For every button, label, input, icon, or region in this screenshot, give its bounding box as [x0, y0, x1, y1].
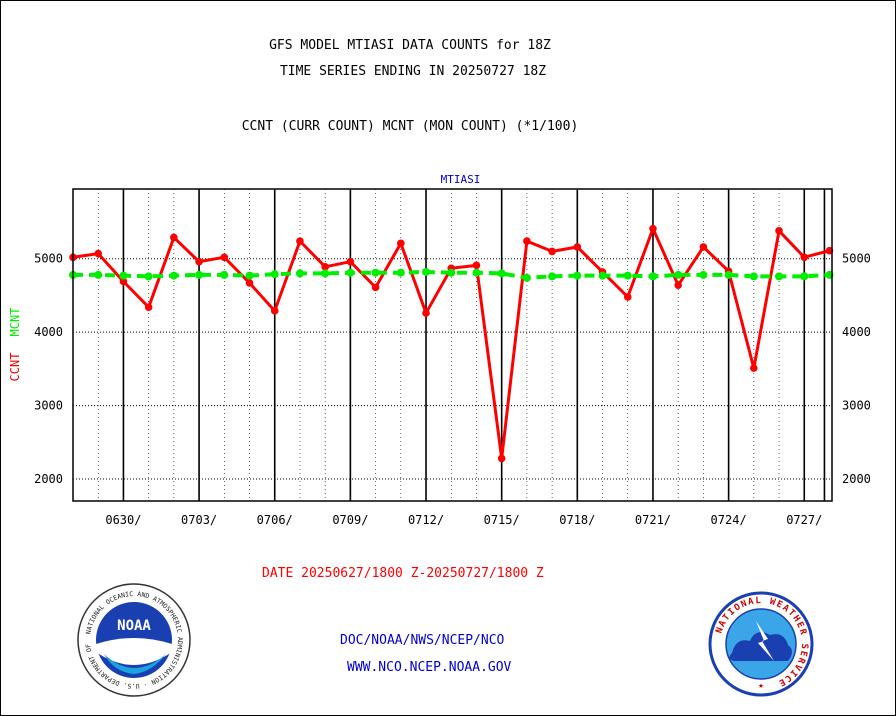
chart-svg: MTIASI CCNT MCNT 2000 2000 3000 3000 4000 400… [8, 173, 871, 527]
data-point-ccnt [397, 239, 405, 248]
data-point-ccnt [775, 227, 783, 235]
data-point-mcnt [800, 272, 809, 281]
data-point-mcnt [295, 269, 304, 278]
x-tick-label: 0706/ [257, 513, 293, 527]
data-point-mcnt [396, 268, 405, 277]
data-point-ccnt [523, 237, 531, 245]
y-tick-label-left: 4000 [34, 325, 63, 339]
data-point-mcnt [321, 269, 330, 278]
series-line-ccnt [72, 227, 830, 460]
data-point-ccnt [422, 309, 430, 317]
data-point-ccnt [94, 249, 103, 258]
data-point-mcnt [270, 270, 279, 279]
x-tick-label: 0724/ [711, 513, 747, 527]
x-tick-label: 0718/ [559, 513, 595, 527]
data-point-mcnt [144, 272, 153, 281]
nws-star-icon: ★ [758, 681, 764, 691]
noaa-logo-text: NOAA [117, 618, 151, 634]
data-point-mcnt [371, 268, 380, 277]
y-tick-label-right: 5000 [842, 252, 871, 266]
data-point-ccnt [346, 257, 355, 266]
chart-title-line-1: GFS MODEL MTIASI DATA COUNTS for 18Z [269, 38, 551, 53]
data-point-mcnt [598, 271, 607, 280]
data-point-ccnt [649, 224, 657, 233]
x-tick-label: 0727/ [786, 513, 822, 527]
x-tick-label: 0715/ [484, 513, 520, 527]
data-point-ccnt [144, 303, 153, 311]
y-axis-label-ccnt: CCNT [8, 353, 22, 382]
data-point-mcnt [699, 270, 708, 279]
data-point-ccnt [699, 243, 708, 251]
data-point-mcnt [245, 271, 254, 280]
date-range-label: DATE 20250627/1800 Z-20250727/1800 Z [262, 566, 544, 581]
data-point-ccnt [573, 243, 582, 251]
data-point-ccnt [472, 261, 481, 270]
data-point-mcnt [573, 271, 582, 280]
tick-layer: 2000 2000 3000 3000 4000 4000 5000 5000 0630/070… [34, 252, 871, 527]
data-point-mcnt [447, 268, 456, 277]
data-point-ccnt [195, 257, 203, 266]
data-point-mcnt [346, 268, 355, 277]
org-line-2: WWW.NCO.NCEP.NOAA.GOV [347, 660, 512, 675]
y-axis-label-mcnt: MCNT [8, 308, 22, 337]
data-point-ccnt [371, 283, 380, 292]
data-point-ccnt [270, 307, 279, 315]
data-point-ccnt [296, 237, 304, 245]
x-tick-label: 0703/ [181, 513, 217, 527]
data-point-ccnt [674, 281, 682, 289]
nws-logo: NATIONAL WEATHER SERVICE ★ [708, 591, 814, 697]
data-point-mcnt [195, 270, 204, 279]
data-point-ccnt [548, 247, 556, 256]
data-point-mcnt [648, 272, 657, 281]
x-tick-label: 0630/ [105, 513, 141, 527]
data-point-mcnt [674, 270, 683, 279]
y-tick-label-right: 3000 [842, 399, 871, 413]
data-point-mcnt [724, 270, 733, 279]
grid-layer [73, 189, 832, 501]
data-point-mcnt [749, 272, 758, 281]
data-point-ccnt [321, 263, 329, 271]
data-point-mcnt [623, 271, 632, 280]
chart-subtitle: CCNT (CURR COUNT) MCNT (MON COUNT) (*1/1… [241, 119, 579, 134]
data-point-ccnt [119, 277, 128, 286]
data-point-mcnt [775, 272, 784, 281]
data-point-ccnt [245, 279, 254, 287]
org-line-1: DOC/NOAA/NWS/NCEP/NCO [340, 633, 505, 648]
y-tick-label-left: 3000 [34, 399, 63, 413]
plot-border [72, 188, 833, 502]
data-point-mcnt [169, 271, 178, 280]
data-point-mcnt [94, 270, 103, 279]
data-point-mcnt [472, 268, 481, 277]
noaa-logo: NOAA NATIONAL OCEANIC AND ATMOSPHERIC AD… [76, 582, 191, 697]
data-point-ccnt [800, 253, 809, 262]
data-point-mcnt [220, 270, 229, 279]
data-point-mcnt [522, 273, 531, 282]
chart-title-line-2: TIME SERIES ENDING IN 20250727 18Z [279, 64, 547, 79]
data-point-ccnt [750, 364, 758, 372]
data-point-mcnt [497, 269, 506, 278]
data-point-mcnt [119, 271, 128, 280]
y-tick-label-right: 4000 [842, 325, 871, 339]
data-point-mcnt [422, 267, 431, 276]
data-point-ccnt [623, 293, 632, 301]
y-tick-label-left: 2000 [34, 472, 63, 486]
y-tick-label-right: 2000 [842, 472, 871, 486]
series-layer [69, 224, 834, 463]
y-tick-label-left: 5000 [34, 252, 63, 266]
plot-label: MTIASI [441, 173, 481, 186]
data-point-ccnt [170, 233, 178, 242]
y-axis-label: CCNT MCNT [8, 308, 22, 382]
x-tick-label: 0709/ [332, 513, 368, 527]
x-tick-label: 0712/ [408, 513, 444, 527]
data-point-mcnt [548, 272, 557, 281]
x-tick-label: 0721/ [635, 513, 671, 527]
data-point-ccnt [220, 253, 229, 262]
data-point-ccnt [497, 454, 506, 463]
